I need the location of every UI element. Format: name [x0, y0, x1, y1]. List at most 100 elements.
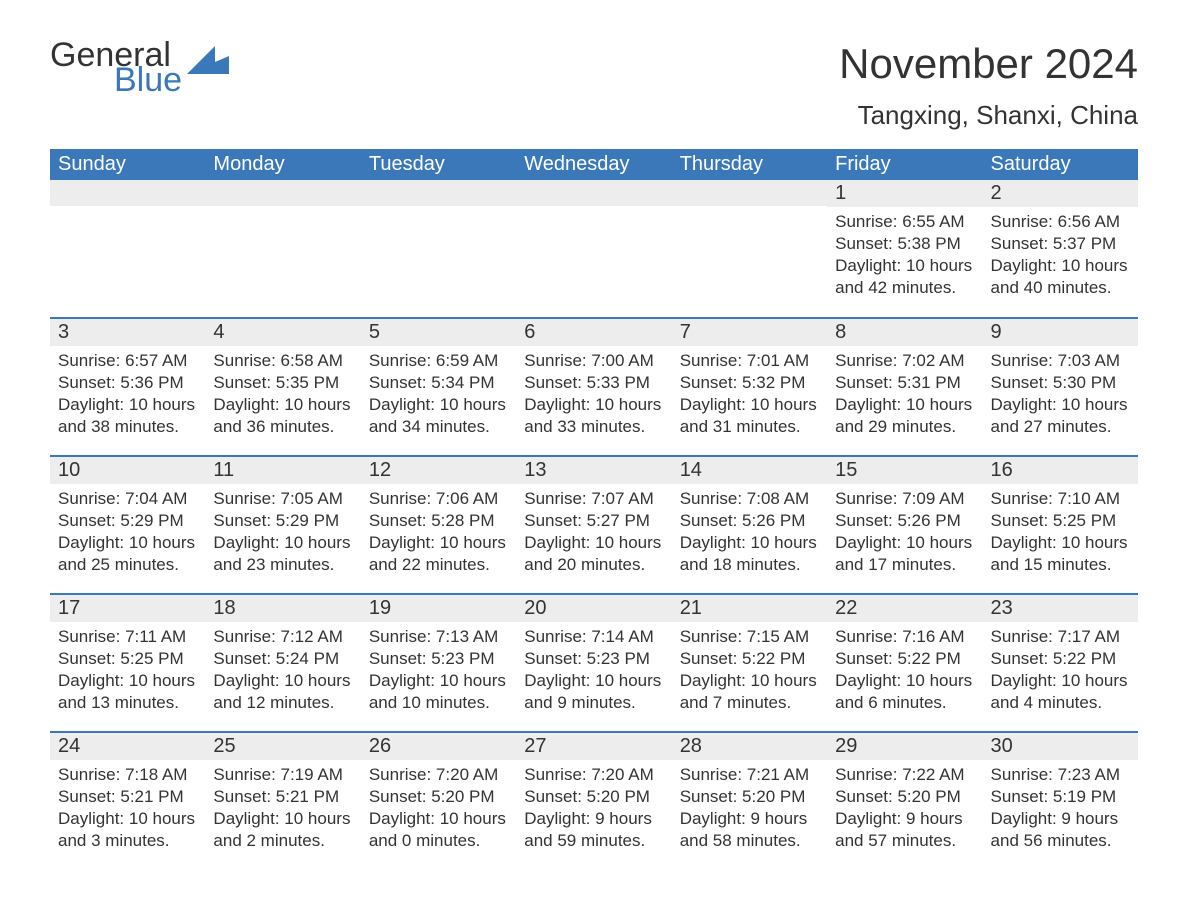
- calendar-cell: [516, 180, 671, 318]
- day-number: 9: [983, 319, 1138, 346]
- day-body: Sunrise: 7:19 AMSunset: 5:21 PMDaylight:…: [205, 760, 360, 856]
- calendar-cell: 14Sunrise: 7:08 AMSunset: 5:26 PMDayligh…: [672, 456, 827, 594]
- calendar-cell: [205, 180, 360, 318]
- calendar-cell: 3Sunrise: 6:57 AMSunset: 5:36 PMDaylight…: [50, 318, 205, 456]
- day-body: Sunrise: 7:03 AMSunset: 5:30 PMDaylight:…: [983, 346, 1138, 442]
- calendar-week: 3Sunrise: 6:57 AMSunset: 5:36 PMDaylight…: [50, 318, 1138, 456]
- calendar-cell: 20Sunrise: 7:14 AMSunset: 5:23 PMDayligh…: [516, 594, 671, 732]
- day-number: 28: [672, 733, 827, 760]
- day-body: Sunrise: 7:18 AMSunset: 5:21 PMDaylight:…: [50, 760, 205, 856]
- day-number: 8: [827, 319, 982, 346]
- day-header: Friday: [827, 149, 982, 180]
- calendar-cell: [672, 180, 827, 318]
- day-body: Sunrise: 7:01 AMSunset: 5:32 PMDaylight:…: [672, 346, 827, 442]
- calendar-week: 10Sunrise: 7:04 AMSunset: 5:29 PMDayligh…: [50, 456, 1138, 594]
- day-body: Sunrise: 7:16 AMSunset: 5:22 PMDaylight:…: [827, 622, 982, 718]
- calendar-cell: 10Sunrise: 7:04 AMSunset: 5:29 PMDayligh…: [50, 456, 205, 594]
- logo-word2: Blue: [114, 65, 182, 96]
- day-header: Wednesday: [516, 149, 671, 180]
- day-body: Sunrise: 7:14 AMSunset: 5:23 PMDaylight:…: [516, 622, 671, 718]
- day-number: 22: [827, 595, 982, 622]
- day-number: 29: [827, 733, 982, 760]
- day-body: Sunrise: 7:07 AMSunset: 5:27 PMDaylight:…: [516, 484, 671, 580]
- day-number: 14: [672, 457, 827, 484]
- day-body: Sunrise: 7:21 AMSunset: 5:20 PMDaylight:…: [672, 760, 827, 856]
- day-body: Sunrise: 7:12 AMSunset: 5:24 PMDaylight:…: [205, 622, 360, 718]
- day-number: 6: [516, 319, 671, 346]
- day-number: 7: [672, 319, 827, 346]
- calendar-week: 24Sunrise: 7:18 AMSunset: 5:21 PMDayligh…: [50, 732, 1138, 870]
- calendar-cell: 5Sunrise: 6:59 AMSunset: 5:34 PMDaylight…: [361, 318, 516, 456]
- calendar-cell: 2Sunrise: 6:56 AMSunset: 5:37 PMDaylight…: [983, 180, 1138, 318]
- day-number: 4: [205, 319, 360, 346]
- day-number: 2: [983, 180, 1138, 207]
- calendar-cell: 23Sunrise: 7:17 AMSunset: 5:22 PMDayligh…: [983, 594, 1138, 732]
- day-header: Monday: [205, 149, 360, 180]
- logo-flag-icon: [187, 46, 229, 79]
- day-body: Sunrise: 7:23 AMSunset: 5:19 PMDaylight:…: [983, 760, 1138, 856]
- location: Tangxing, Shanxi, China: [839, 100, 1138, 131]
- day-body: Sunrise: 7:20 AMSunset: 5:20 PMDaylight:…: [516, 760, 671, 856]
- calendar-table: SundayMondayTuesdayWednesdayThursdayFrid…: [50, 149, 1138, 870]
- calendar-cell: 8Sunrise: 7:02 AMSunset: 5:31 PMDaylight…: [827, 318, 982, 456]
- day-number: 26: [361, 733, 516, 760]
- day-number: 11: [205, 457, 360, 484]
- day-body: Sunrise: 6:56 AMSunset: 5:37 PMDaylight:…: [983, 207, 1138, 303]
- calendar-cell: 1Sunrise: 6:55 AMSunset: 5:38 PMDaylight…: [827, 180, 982, 318]
- day-body: Sunrise: 7:00 AMSunset: 5:33 PMDaylight:…: [516, 346, 671, 442]
- day-header: Saturday: [983, 149, 1138, 180]
- calendar-cell: 7Sunrise: 7:01 AMSunset: 5:32 PMDaylight…: [672, 318, 827, 456]
- day-body: Sunrise: 6:59 AMSunset: 5:34 PMDaylight:…: [361, 346, 516, 442]
- calendar-cell: [50, 180, 205, 318]
- day-body: Sunrise: 7:05 AMSunset: 5:29 PMDaylight:…: [205, 484, 360, 580]
- day-body: Sunrise: 6:58 AMSunset: 5:35 PMDaylight:…: [205, 346, 360, 442]
- day-number: 25: [205, 733, 360, 760]
- calendar-cell: 12Sunrise: 7:06 AMSunset: 5:28 PMDayligh…: [361, 456, 516, 594]
- day-number: 17: [50, 595, 205, 622]
- calendar-cell: 15Sunrise: 7:09 AMSunset: 5:26 PMDayligh…: [827, 456, 982, 594]
- day-number: 23: [983, 595, 1138, 622]
- day-body: Sunrise: 7:11 AMSunset: 5:25 PMDaylight:…: [50, 622, 205, 718]
- day-number: 30: [983, 733, 1138, 760]
- day-number: 12: [361, 457, 516, 484]
- logo: General Blue: [50, 40, 229, 95]
- day-number: 5: [361, 319, 516, 346]
- day-body: Sunrise: 7:02 AMSunset: 5:31 PMDaylight:…: [827, 346, 982, 442]
- day-number: 13: [516, 457, 671, 484]
- calendar-cell: 17Sunrise: 7:11 AMSunset: 5:25 PMDayligh…: [50, 594, 205, 732]
- calendar-cell: 22Sunrise: 7:16 AMSunset: 5:22 PMDayligh…: [827, 594, 982, 732]
- day-body: Sunrise: 6:57 AMSunset: 5:36 PMDaylight:…: [50, 346, 205, 442]
- header: General Blue November 2024 Tangxing, Sha…: [50, 40, 1138, 131]
- calendar-cell: 6Sunrise: 7:00 AMSunset: 5:33 PMDaylight…: [516, 318, 671, 456]
- calendar-cell: [361, 180, 516, 318]
- day-body: Sunrise: 7:13 AMSunset: 5:23 PMDaylight:…: [361, 622, 516, 718]
- calendar-cell: 11Sunrise: 7:05 AMSunset: 5:29 PMDayligh…: [205, 456, 360, 594]
- day-body: Sunrise: 7:08 AMSunset: 5:26 PMDaylight:…: [672, 484, 827, 580]
- calendar-cell: 19Sunrise: 7:13 AMSunset: 5:23 PMDayligh…: [361, 594, 516, 732]
- calendar-cell: 21Sunrise: 7:15 AMSunset: 5:22 PMDayligh…: [672, 594, 827, 732]
- day-header: Thursday: [672, 149, 827, 180]
- calendar-cell: 9Sunrise: 7:03 AMSunset: 5:30 PMDaylight…: [983, 318, 1138, 456]
- calendar-week: 17Sunrise: 7:11 AMSunset: 5:25 PMDayligh…: [50, 594, 1138, 732]
- calendar-cell: 25Sunrise: 7:19 AMSunset: 5:21 PMDayligh…: [205, 732, 360, 870]
- calendar-cell: 29Sunrise: 7:22 AMSunset: 5:20 PMDayligh…: [827, 732, 982, 870]
- day-body: Sunrise: 6:55 AMSunset: 5:38 PMDaylight:…: [827, 207, 982, 303]
- calendar-cell: 4Sunrise: 6:58 AMSunset: 5:35 PMDaylight…: [205, 318, 360, 456]
- day-header-row: SundayMondayTuesdayWednesdayThursdayFrid…: [50, 149, 1138, 180]
- day-body: Sunrise: 7:06 AMSunset: 5:28 PMDaylight:…: [361, 484, 516, 580]
- calendar-cell: 26Sunrise: 7:20 AMSunset: 5:20 PMDayligh…: [361, 732, 516, 870]
- day-body: Sunrise: 7:20 AMSunset: 5:20 PMDaylight:…: [361, 760, 516, 856]
- day-body: Sunrise: 7:15 AMSunset: 5:22 PMDaylight:…: [672, 622, 827, 718]
- day-number: 3: [50, 319, 205, 346]
- day-body: Sunrise: 7:09 AMSunset: 5:26 PMDaylight:…: [827, 484, 982, 580]
- calendar-cell: 27Sunrise: 7:20 AMSunset: 5:20 PMDayligh…: [516, 732, 671, 870]
- day-number: 15: [827, 457, 982, 484]
- calendar-cell: 30Sunrise: 7:23 AMSunset: 5:19 PMDayligh…: [983, 732, 1138, 870]
- page-title: November 2024: [839, 40, 1138, 88]
- day-header: Tuesday: [361, 149, 516, 180]
- day-body: Sunrise: 7:10 AMSunset: 5:25 PMDaylight:…: [983, 484, 1138, 580]
- day-number: 24: [50, 733, 205, 760]
- calendar-cell: 16Sunrise: 7:10 AMSunset: 5:25 PMDayligh…: [983, 456, 1138, 594]
- day-body: Sunrise: 7:04 AMSunset: 5:29 PMDaylight:…: [50, 484, 205, 580]
- calendar-cell: 13Sunrise: 7:07 AMSunset: 5:27 PMDayligh…: [516, 456, 671, 594]
